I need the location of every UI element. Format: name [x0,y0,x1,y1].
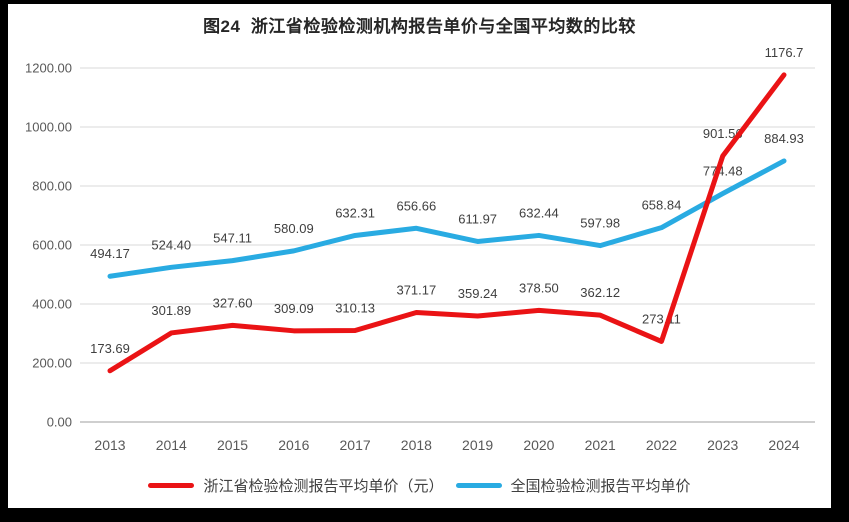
x-tick-label: 2019 [462,437,493,453]
data-label-national: 494.17 [90,246,130,261]
data-label-national: 632.44 [519,205,559,220]
chart-title: 图24 浙江省检验检测机构报告单价与全国平均数的比较 [203,17,636,36]
chart-svg: 0.00 200.00 400.00 600.00 800.00 1000.00 1200.… [25,45,815,453]
legend-swatch-national [455,483,502,488]
data-label-zhejiang: 378.50 [519,280,559,295]
x-tick-label: 2021 [585,437,616,453]
series-line-national [107,158,787,279]
data-label-national: 547.11 [213,231,252,246]
x-tick-label: 2016 [278,437,309,453]
series-line-zhejiang [107,72,787,374]
chart-card: 图24 浙江省检验检测机构报告单价与全国平均数的比较 0.00 200.00 400… [8,4,831,508]
data-label-zhejiang: 362.12 [580,285,620,300]
data-label-national: 884.93 [764,131,804,146]
data-label-zhejiang: 901.56 [703,126,743,141]
y-tick-label: 400.00 [32,297,72,312]
x-tick-label: 2013 [94,437,125,453]
data-label-national: 580.09 [274,221,314,236]
y-tick-label: 600.00 [32,238,72,253]
x-tick-label: 2023 [707,437,738,453]
legend-item-national: 全国检验检测报告平均单价 [455,475,691,496]
data-label-zhejiang: 359.24 [458,286,498,301]
data-label-national: 611.97 [458,211,497,226]
legend-label-national: 全国检验检测报告平均单价 [510,478,691,495]
data-label-zhejiang: 1176.7 [765,45,804,60]
x-tick-label: 2018 [401,437,432,453]
x-tick-label: 2024 [768,437,799,453]
data-label-national: 656.66 [396,198,436,213]
data-label-national: 774.48 [703,164,743,179]
legend-label-zhejiang: 浙江省检验检测报告平均单价（元） [203,478,444,495]
data-label-zhejiang: 301.89 [151,303,191,318]
y-tick-label: 0.00 [47,415,72,430]
y-tick-label: 200.00 [32,356,72,371]
x-tick-label: 2015 [217,437,248,453]
y-tick-label: 1200.00 [25,61,72,76]
data-label-national: 524.40 [151,237,191,252]
data-label-national: 597.98 [580,216,620,231]
x-tick-label: 2014 [156,437,187,453]
data-label-zhejiang: 371.17 [396,283,436,298]
data-label-zhejiang: 173.69 [90,341,130,356]
x-tick-label: 2017 [340,437,371,453]
legend: 浙江省检验检测报告平均单价（元） 全国检验检测报告平均单价 [8,475,831,496]
data-label-zhejiang: 273.11 [642,311,681,326]
data-label-zhejiang: 310.13 [335,301,375,316]
x-tick-label: 2022 [646,437,677,453]
data-label-national: 658.84 [642,198,682,213]
y-tick-label: 1000.00 [25,120,72,135]
y-tick-label: 800.00 [32,179,72,194]
x-tick-label: 2020 [523,437,554,453]
data-label-national: 632.31 [335,205,375,220]
legend-item-zhejiang: 浙江省检验检测报告平均单价（元） [148,475,444,496]
legend-swatch-zhejiang [148,483,195,488]
data-label-zhejiang: 327.60 [213,295,253,310]
data-label-zhejiang: 309.09 [274,301,314,316]
